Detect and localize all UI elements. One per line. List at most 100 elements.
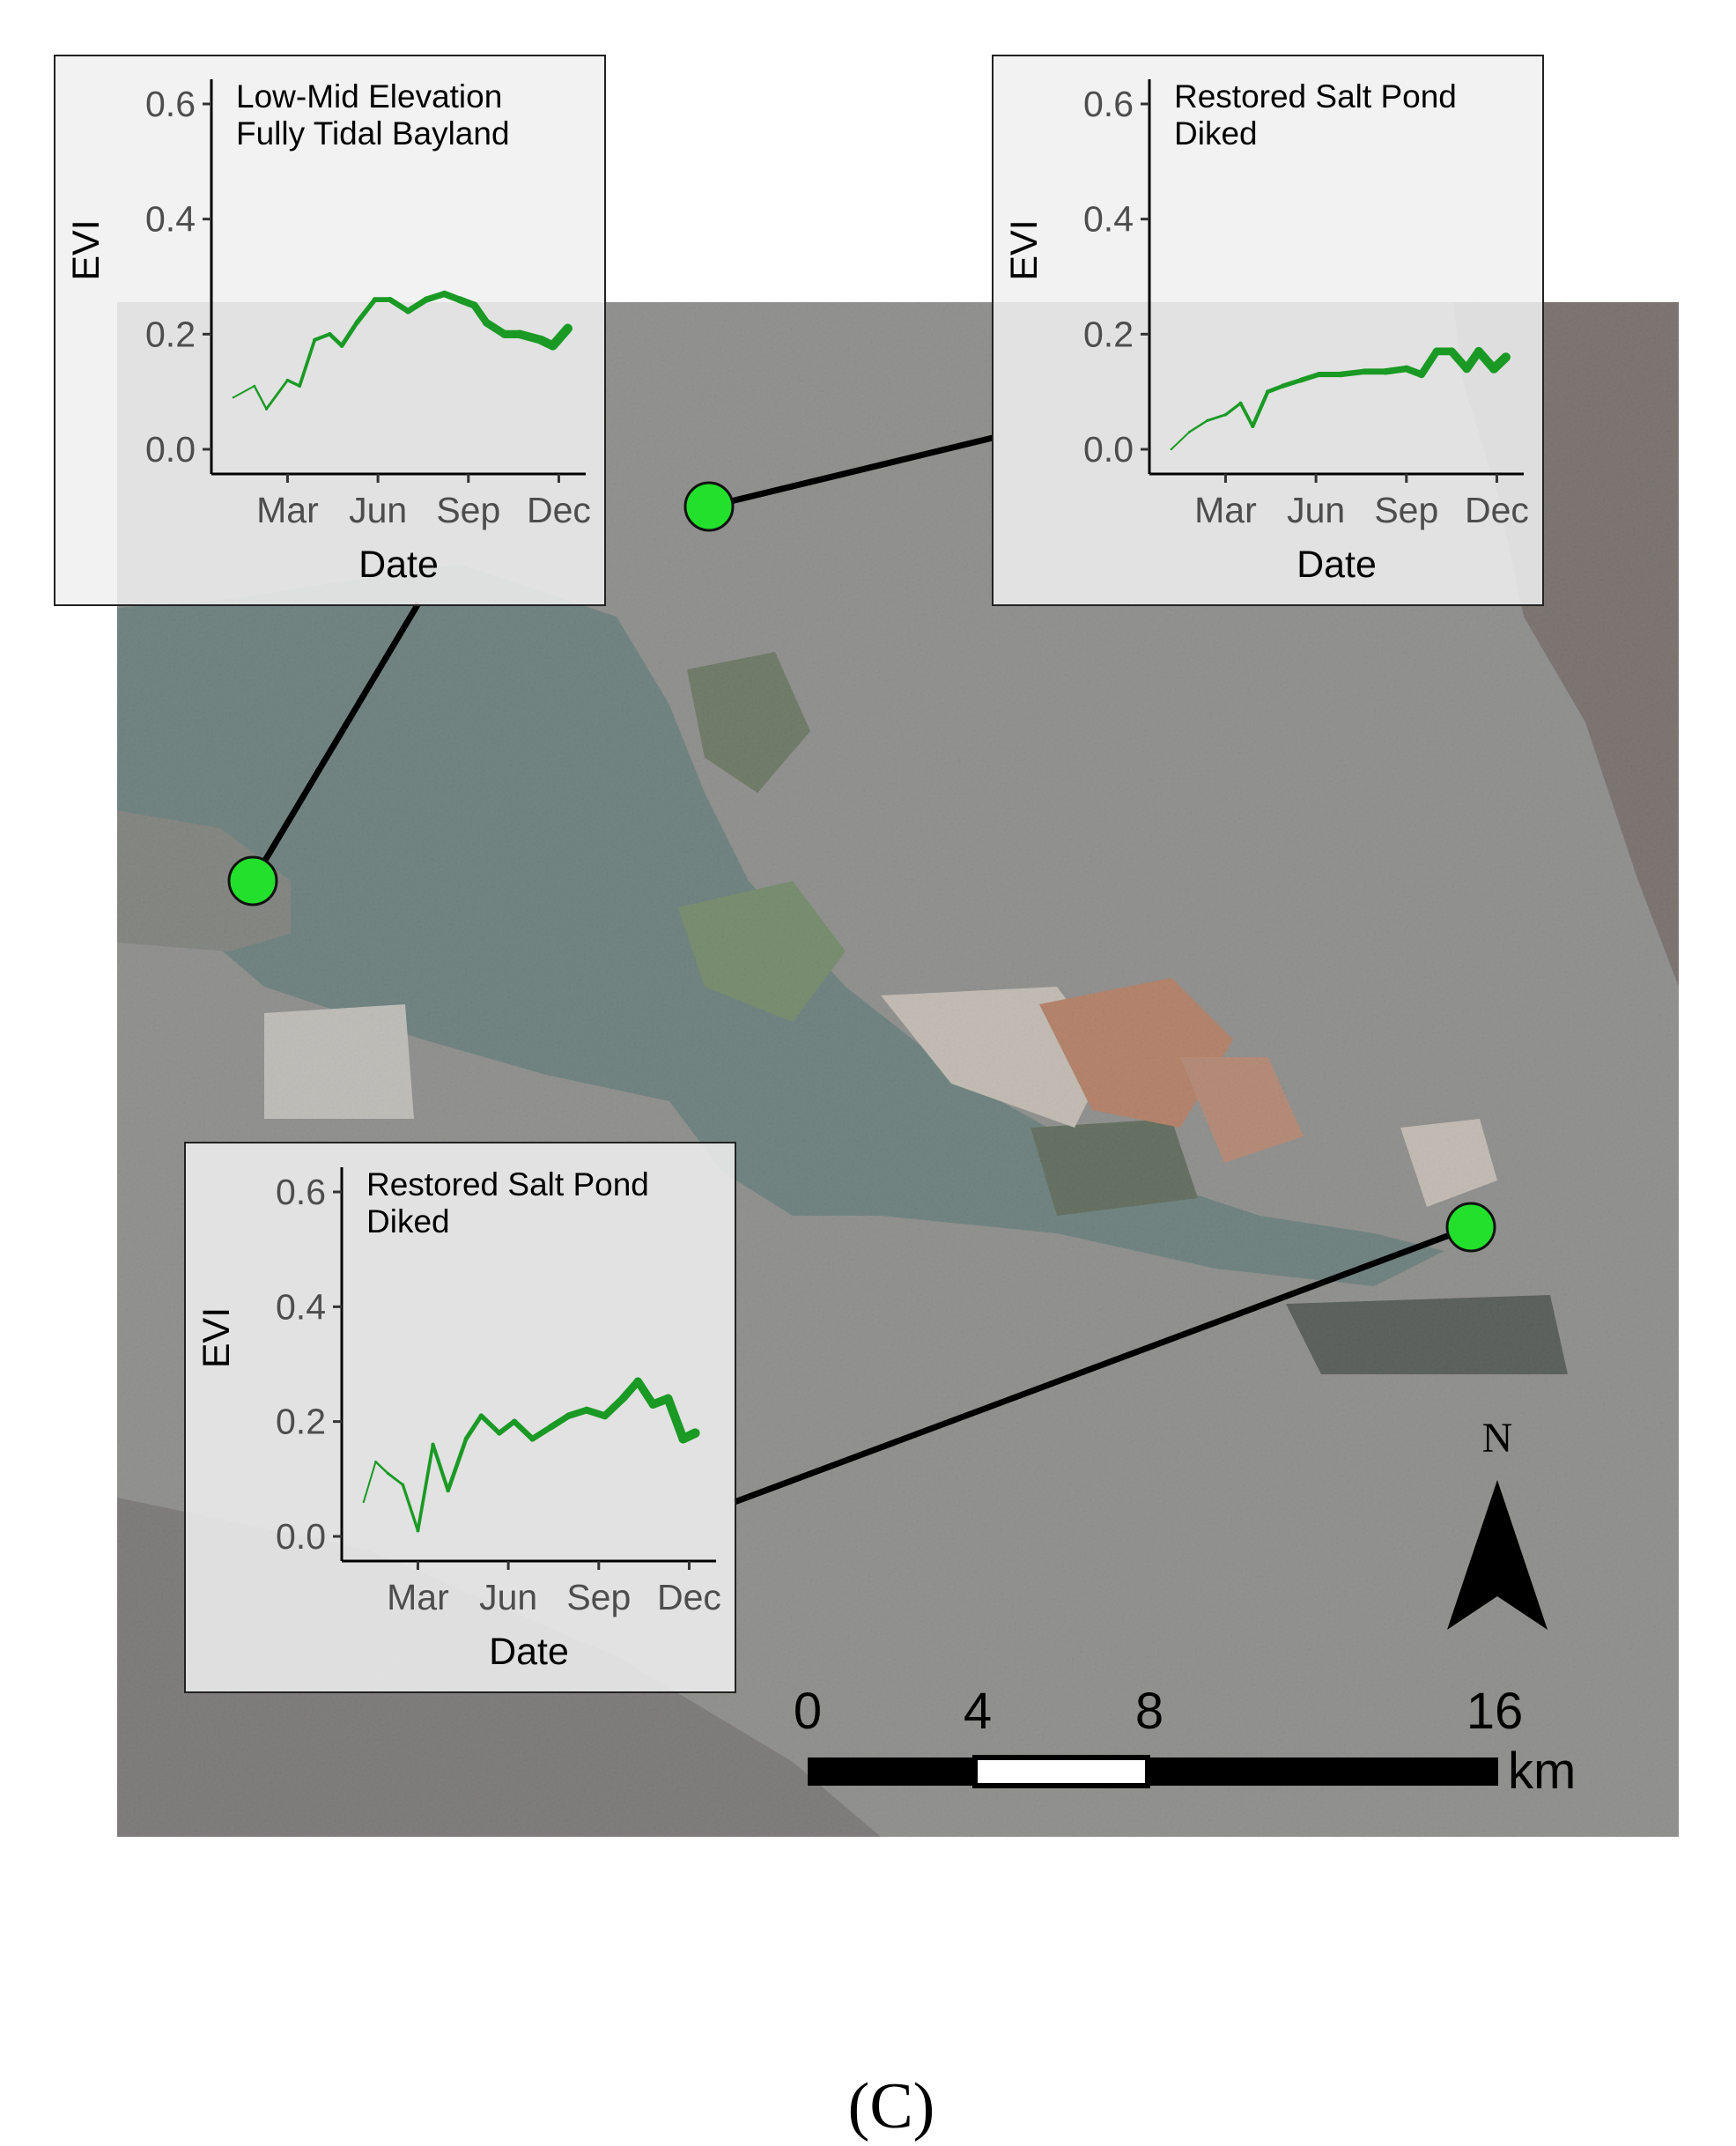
evi-data-point xyxy=(547,1424,554,1431)
y-axis-title: EVI xyxy=(1003,219,1045,280)
evi-data-point xyxy=(401,1483,405,1487)
evi-line-segment xyxy=(1382,365,1410,375)
leader-line-2 xyxy=(708,434,994,510)
evi-line-segment xyxy=(1337,368,1368,378)
x-tick-label: Sep xyxy=(566,1577,631,1617)
evi-line-segment xyxy=(401,1483,420,1533)
inset-title-line: Fully Tidal Bayland xyxy=(236,115,510,152)
x-tick-label: Sep xyxy=(436,490,500,530)
evi-line-segment xyxy=(496,1418,517,1436)
scale-label-16: 16 xyxy=(1466,1683,1524,1740)
evi-line-segment xyxy=(313,332,332,342)
inset-title-line: Diked xyxy=(366,1203,450,1240)
evi-data-point xyxy=(500,330,509,338)
evi-data-point xyxy=(1489,364,1498,374)
evi-data-point xyxy=(264,407,269,411)
y-tick-label: 0.4 xyxy=(276,1286,326,1327)
evi-data-point xyxy=(423,296,430,303)
evi-data-point xyxy=(1206,418,1209,422)
scale-unit: km xyxy=(1508,1743,1576,1800)
evi-data-point xyxy=(1418,371,1425,378)
evi-line-segment xyxy=(478,1413,502,1436)
evi-data-point xyxy=(298,384,302,388)
north-arrow-icon xyxy=(1447,1480,1548,1630)
evi-line-segment xyxy=(354,297,378,325)
scale-label-8: 8 xyxy=(1135,1683,1163,1740)
evi-data-point xyxy=(372,297,378,302)
x-tick-label: Dec xyxy=(527,490,591,530)
evi-data-point xyxy=(1187,431,1191,433)
x-tick-label: Jun xyxy=(479,1577,537,1617)
y-tick-label: 0.0 xyxy=(276,1516,326,1557)
evi-line-segment xyxy=(1417,347,1441,379)
evi-data-point xyxy=(253,384,256,388)
y-axis-title: EVI xyxy=(196,1307,238,1368)
evi-data-point xyxy=(1170,448,1173,451)
evi-line-segment xyxy=(285,378,301,388)
site-marker-tidal-bayland[interactable] xyxy=(227,855,278,906)
evi-data-point xyxy=(478,1413,484,1418)
site-marker-salt-pond-south[interactable] xyxy=(1445,1202,1496,1253)
evi-data-point xyxy=(678,1434,688,1444)
y-tick-label: 0.2 xyxy=(276,1402,326,1442)
evi-data-point xyxy=(601,1412,609,1420)
x-tick-label: Dec xyxy=(657,1577,721,1617)
scale-bar: 0 4 8 16 km xyxy=(794,1683,1576,1800)
x-axis-title: Date xyxy=(358,544,439,586)
site-marker-salt-pond-north[interactable] xyxy=(683,481,735,532)
evi-line-segment xyxy=(1206,413,1227,422)
inset-title-line: Diked xyxy=(1174,115,1258,152)
evi-line-segment xyxy=(1170,431,1191,450)
y-tick-label: 0.4 xyxy=(1083,199,1134,240)
y-tick-label: 0.6 xyxy=(276,1172,326,1212)
evi-line-segment xyxy=(404,296,430,314)
evi-data-point xyxy=(1501,352,1511,362)
evi-line-segment xyxy=(1266,383,1285,395)
evi-data-point xyxy=(431,1442,435,1447)
scale-bar-segment-0-4 xyxy=(808,1758,975,1786)
evi-line-segment xyxy=(253,384,268,411)
evi-line-segment xyxy=(339,320,359,348)
y-axis-title: EVI xyxy=(65,219,107,280)
x-axis-title: Date xyxy=(489,1631,569,1673)
evi-line-segment xyxy=(633,1377,658,1409)
evi-line-segment xyxy=(1238,401,1255,428)
evi-data-point xyxy=(470,301,478,309)
evi-data-point xyxy=(1462,365,1471,373)
evi-data-point xyxy=(548,341,558,351)
evi-line-segment xyxy=(1251,389,1270,428)
site-connectors xyxy=(249,434,1473,1506)
x-tick-label: Mar xyxy=(256,490,319,530)
evi-data-point xyxy=(633,1377,642,1386)
inset-chart-tidal-bayland: 0.0 0.2 0.4 0.6 Mar Jun Sep Dec Date EVI Low-Mid E… xyxy=(54,55,606,606)
y-tick-label: 0.6 xyxy=(1083,84,1134,124)
evi-data-point xyxy=(232,396,235,399)
x-tick-label: Mar xyxy=(387,1577,449,1617)
evi-data-point xyxy=(1251,424,1255,429)
evi-data-point xyxy=(1403,365,1410,373)
y-tick-label: 0.6 xyxy=(145,84,196,124)
evi-data-point xyxy=(483,319,491,327)
evi-data-point xyxy=(354,320,359,325)
evi-line-segment xyxy=(232,385,255,399)
inset-chart-salt-pond-south: 0.0 0.2 0.4 0.6 Mar Jun Sep Dec Date EVI Restored … xyxy=(184,1142,736,1693)
evi-line-segment xyxy=(265,379,289,411)
evi-line-segment xyxy=(387,296,411,314)
north-label: N xyxy=(1482,1415,1513,1462)
evi-line-segment xyxy=(298,338,317,388)
evi-data-point xyxy=(387,297,393,303)
inset-panel-frame xyxy=(184,1142,736,1693)
x-tick-label: Jun xyxy=(1287,490,1345,530)
evi-data-point xyxy=(563,323,573,333)
evi-line-segment xyxy=(328,332,344,348)
evi-data-point xyxy=(1266,389,1270,395)
scale-bar-segment-4-8 xyxy=(972,1755,1150,1788)
north-arrow: N xyxy=(1447,1415,1548,1630)
evi-line-segment xyxy=(386,1471,404,1486)
scale-label-0: 0 xyxy=(794,1683,822,1740)
evi-data-point xyxy=(313,337,317,342)
evi-data-point xyxy=(446,1488,450,1493)
leader-line-3 xyxy=(733,1224,1473,1506)
x-tick-label: Jun xyxy=(349,490,407,530)
evi-line-segment xyxy=(463,1413,484,1441)
